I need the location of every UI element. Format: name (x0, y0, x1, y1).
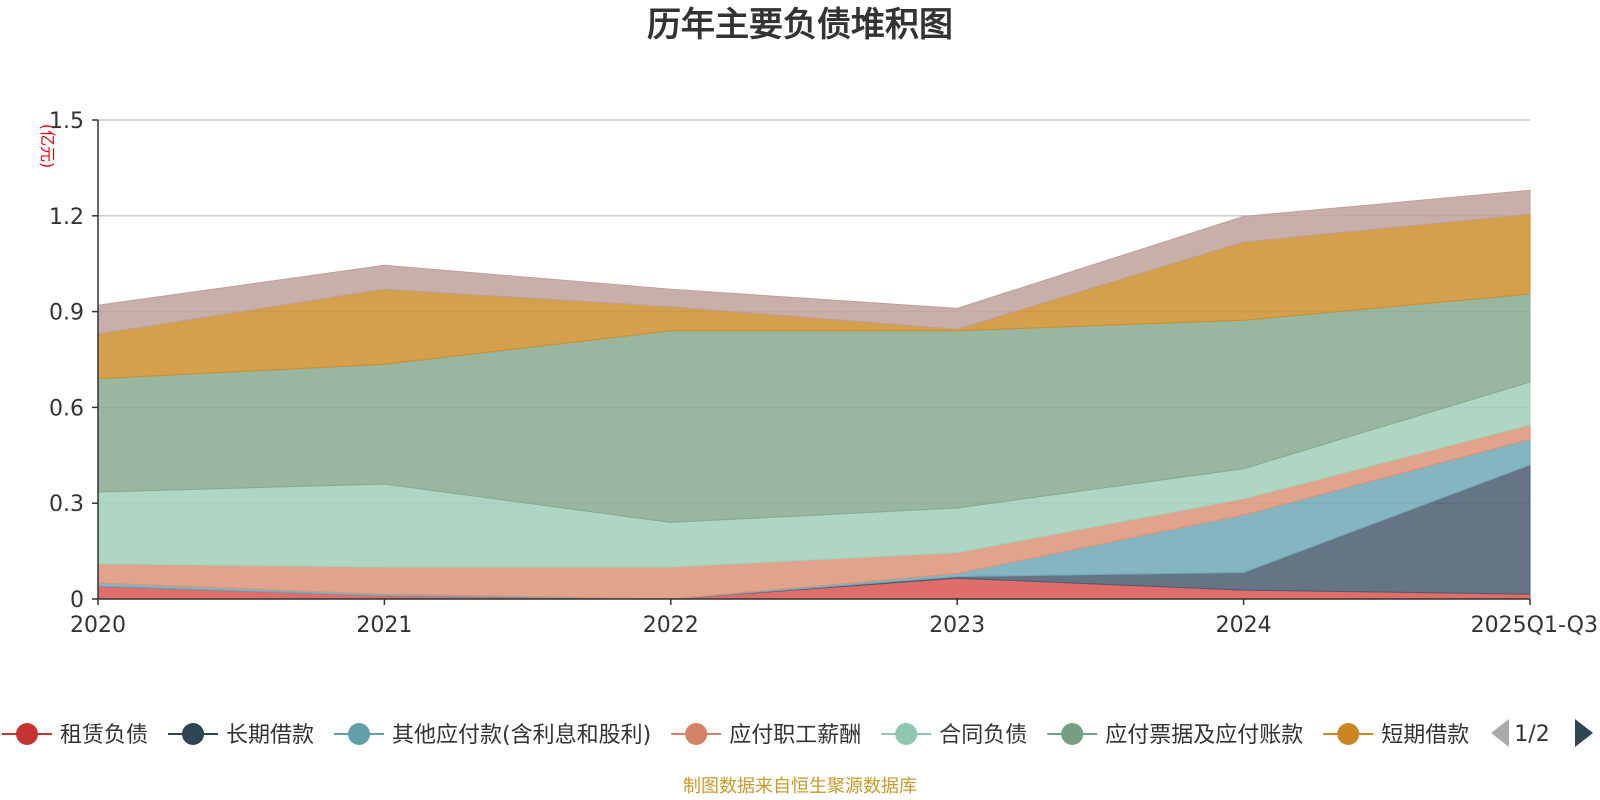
y-axis-unit: (亿元) (38, 124, 57, 169)
legend-item[interactable]: 应付职工薪酬 (671, 723, 861, 748)
y-tick-label: 1.2 (49, 205, 84, 230)
legend-item[interactable]: 合同负债 (881, 723, 1027, 748)
x-tick-label: 2020 (70, 613, 126, 638)
y-tick-label: 0.6 (49, 396, 84, 421)
legend-circle-marker (685, 723, 708, 745)
x-tick-label: 2025Q1-Q3 (1471, 613, 1598, 638)
legend-prev-page-icon[interactable] (1491, 719, 1509, 747)
x-tick-label: 2023 (929, 613, 985, 638)
legend-page-indicator: 1/2 (1514, 722, 1549, 747)
legend-label: 短期借款 (1381, 723, 1469, 748)
legend-circle-marker (1061, 723, 1084, 745)
area-series-7[interactable] (97, 189, 1531, 335)
legend-label: 合同负债 (939, 723, 1027, 748)
legend-pager: 1/2 (1491, 719, 1593, 747)
legend-item[interactable]: 短期借款 (1323, 723, 1469, 748)
area-series-group (97, 189, 1531, 600)
legend-circle-marker (16, 723, 38, 745)
x-tick-label: 2024 (1216, 613, 1272, 638)
legend-item[interactable]: 长期借款 (168, 723, 314, 748)
y-tick-label: 0.9 (49, 301, 84, 326)
x-tick-label: 2022 (643, 613, 699, 638)
legend-next-page-icon[interactable] (1575, 719, 1593, 747)
legend-item[interactable]: 租赁负债 (2, 723, 148, 748)
legend: 租赁负债 长期借款 其他应付款(含利息和股利) 应付职工薪酬 合同负债 应付票据及应付账款… (2, 723, 1469, 748)
legend-circle-marker (348, 723, 371, 745)
legend-label: 其他应付款(含利息和股利) (392, 723, 651, 748)
axes: 2020 2021 2022 2023 2024 2025Q1-Q3 (70, 119, 1598, 638)
legend-items: 租赁负债 长期借款 其他应付款(含利息和股利) 应付职工薪酬 合同负债 应付票据及应付账款… (2, 723, 1469, 748)
y-tick-label: 1.5 (49, 109, 84, 134)
legend-circle-marker (1337, 723, 1360, 745)
legend-label: 长期借款 (226, 723, 314, 748)
gridlines: 0 0.3 0.6 0.9 1.2 1.5 (49, 109, 1530, 613)
legend-item[interactable]: 应付票据及应付账款 (1047, 723, 1303, 748)
legend-circle-marker (182, 723, 205, 745)
y-tick-label: 0 (70, 588, 84, 613)
legend-circle-marker (895, 723, 918, 745)
legend-label: 应付职工薪酬 (729, 723, 861, 748)
chart-title: 历年主要负债堆积图 (647, 5, 953, 45)
y-tick-label: 0.3 (49, 492, 84, 517)
legend-label: 应付票据及应付账款 (1105, 723, 1303, 748)
x-tick-label: 2021 (356, 613, 412, 638)
legend-label: 租赁负债 (60, 723, 148, 748)
data-source-note: 制图数据来自恒生聚源数据库 (683, 776, 917, 797)
legend-item[interactable]: 其他应付款(含利息和股利) (334, 723, 651, 748)
